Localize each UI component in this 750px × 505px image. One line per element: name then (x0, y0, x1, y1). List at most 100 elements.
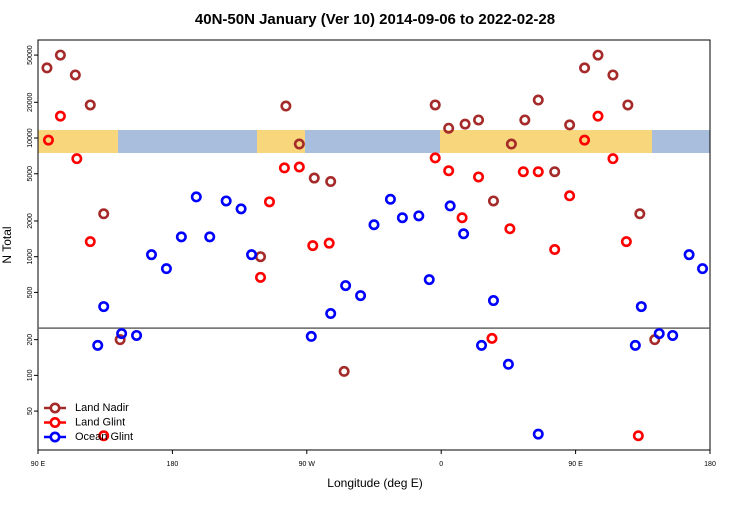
point (413, 210, 425, 222)
point (653, 328, 665, 340)
plot-frame (37, 39, 711, 451)
point (607, 69, 619, 81)
map-strip (38, 130, 710, 153)
point (635, 301, 647, 313)
point (71, 153, 83, 165)
point (564, 190, 576, 202)
point (204, 231, 216, 243)
point (280, 100, 292, 112)
point (355, 290, 367, 302)
point (443, 165, 455, 177)
point (41, 62, 53, 74)
point (519, 114, 531, 126)
point (323, 237, 335, 249)
point (84, 99, 96, 111)
point (54, 110, 66, 122)
point (459, 118, 471, 130)
point (476, 339, 488, 351)
legend-marker (49, 431, 61, 443)
point (592, 110, 604, 122)
point (634, 208, 646, 220)
point (42, 134, 54, 146)
point (305, 330, 317, 342)
point (444, 200, 456, 212)
y-tick-label: 1000 (27, 249, 34, 265)
point (325, 176, 337, 188)
y-tick-label: 50000 (27, 45, 34, 65)
point (564, 119, 576, 131)
y-tick-label: 20000 (27, 92, 34, 112)
point (632, 430, 644, 442)
y-tick-label: 5000 (27, 166, 34, 182)
legend-label: Ocean Glint (75, 431, 133, 443)
point (54, 49, 66, 61)
point (473, 171, 485, 183)
point (549, 166, 561, 178)
point (473, 114, 485, 126)
point (69, 69, 81, 81)
point (384, 193, 396, 205)
point (98, 301, 110, 313)
legend-marker (49, 416, 61, 428)
point (487, 295, 499, 307)
point (84, 236, 96, 248)
legend-marker (49, 402, 61, 414)
point (175, 231, 187, 243)
point (325, 308, 337, 320)
point (255, 271, 267, 283)
point (246, 249, 258, 261)
x-tick-label: 180 (167, 461, 179, 468)
land-strip (440, 130, 652, 153)
point (579, 62, 591, 74)
point (697, 263, 709, 275)
land-strip (257, 130, 305, 153)
point (487, 195, 499, 207)
point (622, 99, 634, 111)
y-tick-label: 2000 (27, 213, 34, 229)
x-tick-label: 90 W (299, 461, 316, 468)
point (486, 332, 498, 344)
point (293, 161, 305, 173)
point (443, 122, 455, 134)
point (532, 94, 544, 106)
point (629, 339, 641, 351)
point (505, 138, 517, 150)
point (293, 138, 305, 150)
point (504, 223, 516, 235)
point (340, 280, 352, 292)
chart-title: 40N-50N January (Ver 10) 2014-09-06 to 2… (195, 11, 555, 28)
y-tick-label: 200 (27, 334, 34, 346)
point (235, 203, 247, 215)
point (592, 49, 604, 61)
point (620, 236, 632, 248)
land-strip (38, 130, 118, 153)
x-tick-label: 90 E (568, 461, 583, 468)
point (368, 219, 380, 231)
point (667, 329, 679, 341)
point (549, 243, 561, 255)
point (423, 274, 435, 286)
point (98, 208, 110, 220)
point (532, 428, 544, 440)
point (131, 329, 143, 341)
point (683, 249, 695, 261)
point (396, 212, 408, 224)
y-tick-label: 100 (27, 369, 34, 381)
point (429, 99, 441, 111)
point (338, 365, 350, 377)
point (308, 172, 320, 184)
y-tick-label: 50 (27, 407, 34, 415)
point (116, 328, 128, 340)
point (190, 191, 202, 203)
point (263, 196, 275, 208)
point (579, 134, 591, 146)
point (160, 263, 172, 275)
point (278, 162, 290, 174)
legend-label: Land Nadir (75, 402, 129, 414)
point (517, 166, 529, 178)
y-tick-label: 500 (27, 286, 34, 298)
point (220, 195, 232, 207)
x-tick-label: 90 E (31, 461, 46, 468)
